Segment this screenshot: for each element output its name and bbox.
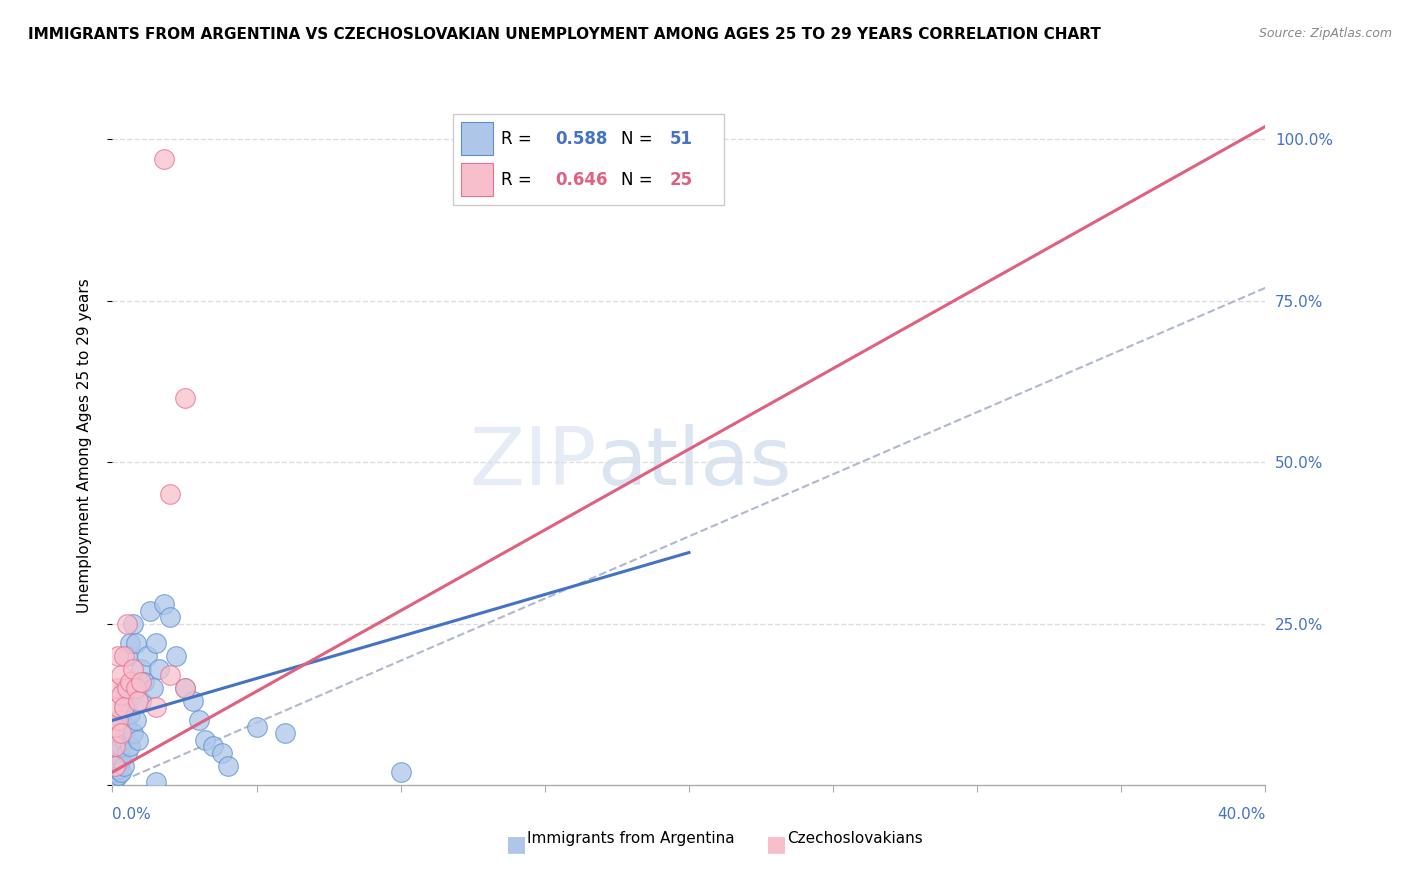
Point — [274, 726, 297, 740]
Point — [121, 616, 143, 631]
Point — [104, 720, 127, 734]
Point — [142, 681, 165, 695]
Point — [110, 752, 132, 766]
Point — [188, 714, 211, 728]
Text: Immigrants from Argentina: Immigrants from Argentina — [527, 831, 735, 847]
Point — [134, 674, 156, 689]
Point — [112, 732, 135, 747]
Point — [121, 688, 143, 702]
Text: ZIP: ZIP — [470, 424, 596, 502]
Point — [145, 636, 167, 650]
Point — [104, 739, 127, 754]
Point — [115, 746, 138, 760]
Point — [104, 758, 127, 772]
Point — [153, 597, 176, 611]
Point — [118, 739, 141, 754]
Point — [211, 746, 233, 760]
Point — [107, 648, 129, 663]
Point — [181, 694, 204, 708]
Point — [107, 768, 129, 782]
Text: Source: ZipAtlas.com: Source: ZipAtlas.com — [1258, 27, 1392, 40]
Point — [389, 765, 412, 780]
Point — [110, 765, 132, 780]
Point — [124, 636, 146, 650]
Point — [173, 681, 195, 695]
Y-axis label: Unemployment Among Ages 25 to 29 years: Unemployment Among Ages 25 to 29 years — [77, 278, 91, 614]
Point — [107, 714, 129, 728]
Point — [104, 758, 127, 772]
Point — [121, 662, 143, 676]
Point — [159, 668, 181, 682]
Text: ■: ■ — [766, 834, 787, 854]
Point — [118, 636, 141, 650]
Point — [110, 688, 132, 702]
Point — [112, 758, 135, 772]
Point — [107, 700, 129, 714]
Point — [112, 700, 135, 714]
Point — [110, 668, 132, 682]
Point — [107, 726, 129, 740]
Point — [118, 674, 141, 689]
Point — [124, 681, 146, 695]
Point — [136, 648, 159, 663]
Point — [115, 681, 138, 695]
Point — [110, 726, 132, 740]
Point — [129, 662, 153, 676]
Point — [246, 720, 269, 734]
Point — [173, 681, 195, 695]
Point — [112, 700, 135, 714]
Point — [127, 732, 149, 747]
Point — [110, 739, 132, 754]
Text: Czechoslovakians: Czechoslovakians — [787, 831, 924, 847]
Text: 40.0%: 40.0% — [1218, 807, 1265, 822]
Point — [159, 487, 181, 501]
Point — [115, 616, 138, 631]
Point — [104, 772, 127, 786]
Text: ■: ■ — [506, 834, 527, 854]
Point — [165, 648, 187, 663]
Text: atlas: atlas — [596, 424, 792, 502]
Point — [115, 720, 138, 734]
Point — [127, 694, 149, 708]
Point — [194, 732, 217, 747]
Point — [139, 604, 162, 618]
Point — [118, 706, 141, 721]
Point — [202, 739, 225, 754]
Point — [173, 391, 195, 405]
Text: IMMIGRANTS FROM ARGENTINA VS CZECHOSLOVAKIAN UNEMPLOYMENT AMONG AGES 25 TO 29 YE: IMMIGRANTS FROM ARGENTINA VS CZECHOSLOVA… — [28, 27, 1101, 42]
Point — [107, 746, 129, 760]
Text: 0.0%: 0.0% — [112, 807, 152, 822]
Point — [129, 694, 153, 708]
Point — [145, 774, 167, 789]
Point — [112, 681, 135, 695]
Point — [121, 726, 143, 740]
Point — [104, 746, 127, 760]
Point — [153, 152, 176, 166]
Point — [124, 714, 146, 728]
Point — [110, 714, 132, 728]
Point — [148, 662, 170, 676]
Point — [115, 648, 138, 663]
Point — [217, 758, 239, 772]
Point — [107, 762, 129, 776]
Point — [104, 765, 127, 780]
Point — [115, 694, 138, 708]
Point — [107, 681, 129, 695]
Point — [129, 674, 153, 689]
Point — [112, 648, 135, 663]
Point — [145, 700, 167, 714]
Point — [159, 610, 181, 624]
